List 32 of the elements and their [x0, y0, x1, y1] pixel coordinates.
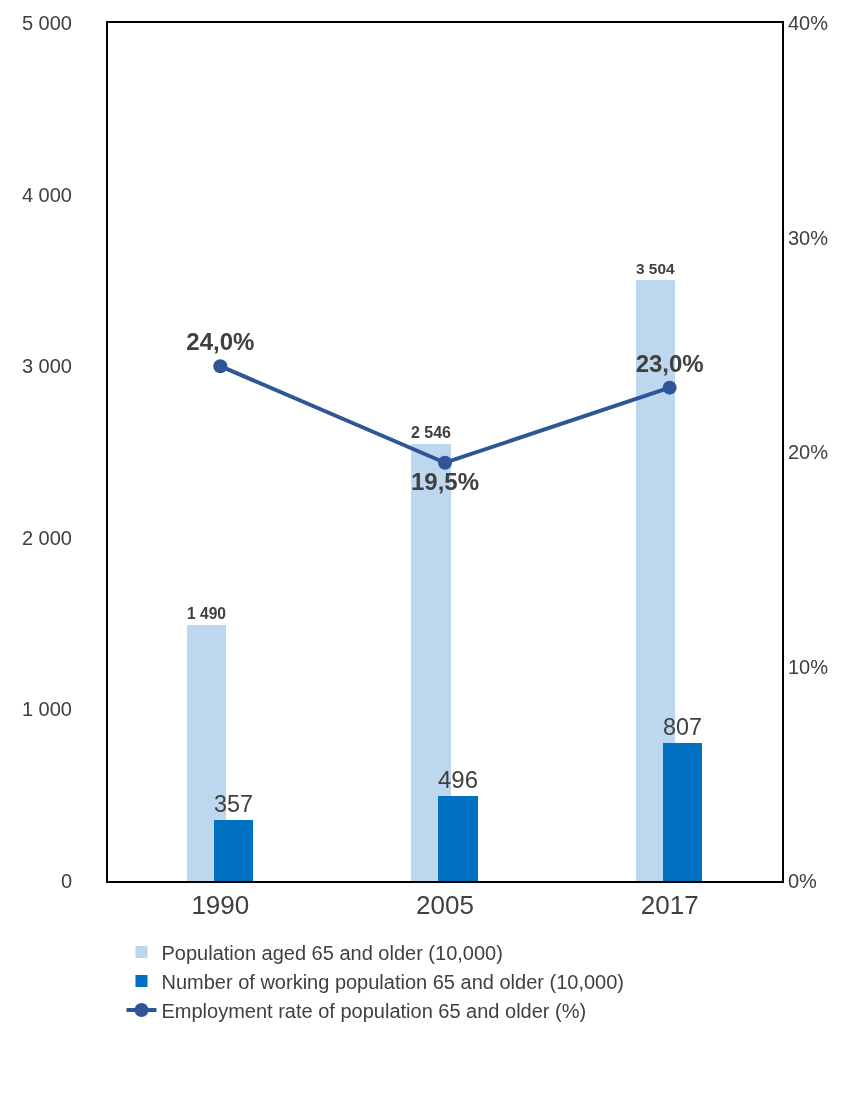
y-tick-label: 3 000 — [21, 355, 72, 378]
point — [213, 359, 228, 374]
bar — [438, 796, 478, 881]
point — [438, 455, 452, 470]
legend-label: Number of working population 65 and older (10,000) — [161, 970, 624, 993]
legend-label: Employment rate of population 65 and older (%) — [161, 999, 587, 1022]
y-tick-label: 5 000 — [21, 12, 72, 34]
data-label: 24,0% — [186, 328, 255, 356]
data-label: 19,5% — [410, 468, 480, 496]
y-tick-label: 1 000 — [21, 698, 72, 721]
y2-tick-label: 0% — [788, 870, 818, 892]
y-tick-label: 2 000 — [21, 526, 72, 549]
x-tick-label: 1990 — [191, 890, 250, 921]
data-label: 1 490 — [187, 604, 227, 622]
y2-tick-label: 40% — [788, 12, 829, 34]
y2-tick-label: 10% — [788, 655, 829, 678]
y2-tick-label: 30% — [788, 226, 829, 249]
data-label: 23,0% — [635, 349, 704, 377]
y2-tick-label: 20% — [788, 441, 829, 463]
data-label: 2 546 — [411, 423, 452, 441]
legend-label: Population aged 65 and older (10,000) — [161, 941, 503, 964]
data-label: 3 504 — [636, 259, 675, 277]
x-tick-label: 2005 — [416, 890, 474, 921]
data-label: 807 — [663, 714, 702, 741]
bar — [663, 743, 702, 881]
y-tick-label: 4 000 — [21, 183, 72, 206]
data-label: 357 — [214, 791, 253, 818]
point — [662, 380, 677, 395]
bar — [214, 820, 253, 881]
x-tick-label: 2017 — [640, 890, 699, 921]
data-label: 496 — [438, 766, 478, 794]
y-tick-label: 0 — [60, 870, 72, 892]
